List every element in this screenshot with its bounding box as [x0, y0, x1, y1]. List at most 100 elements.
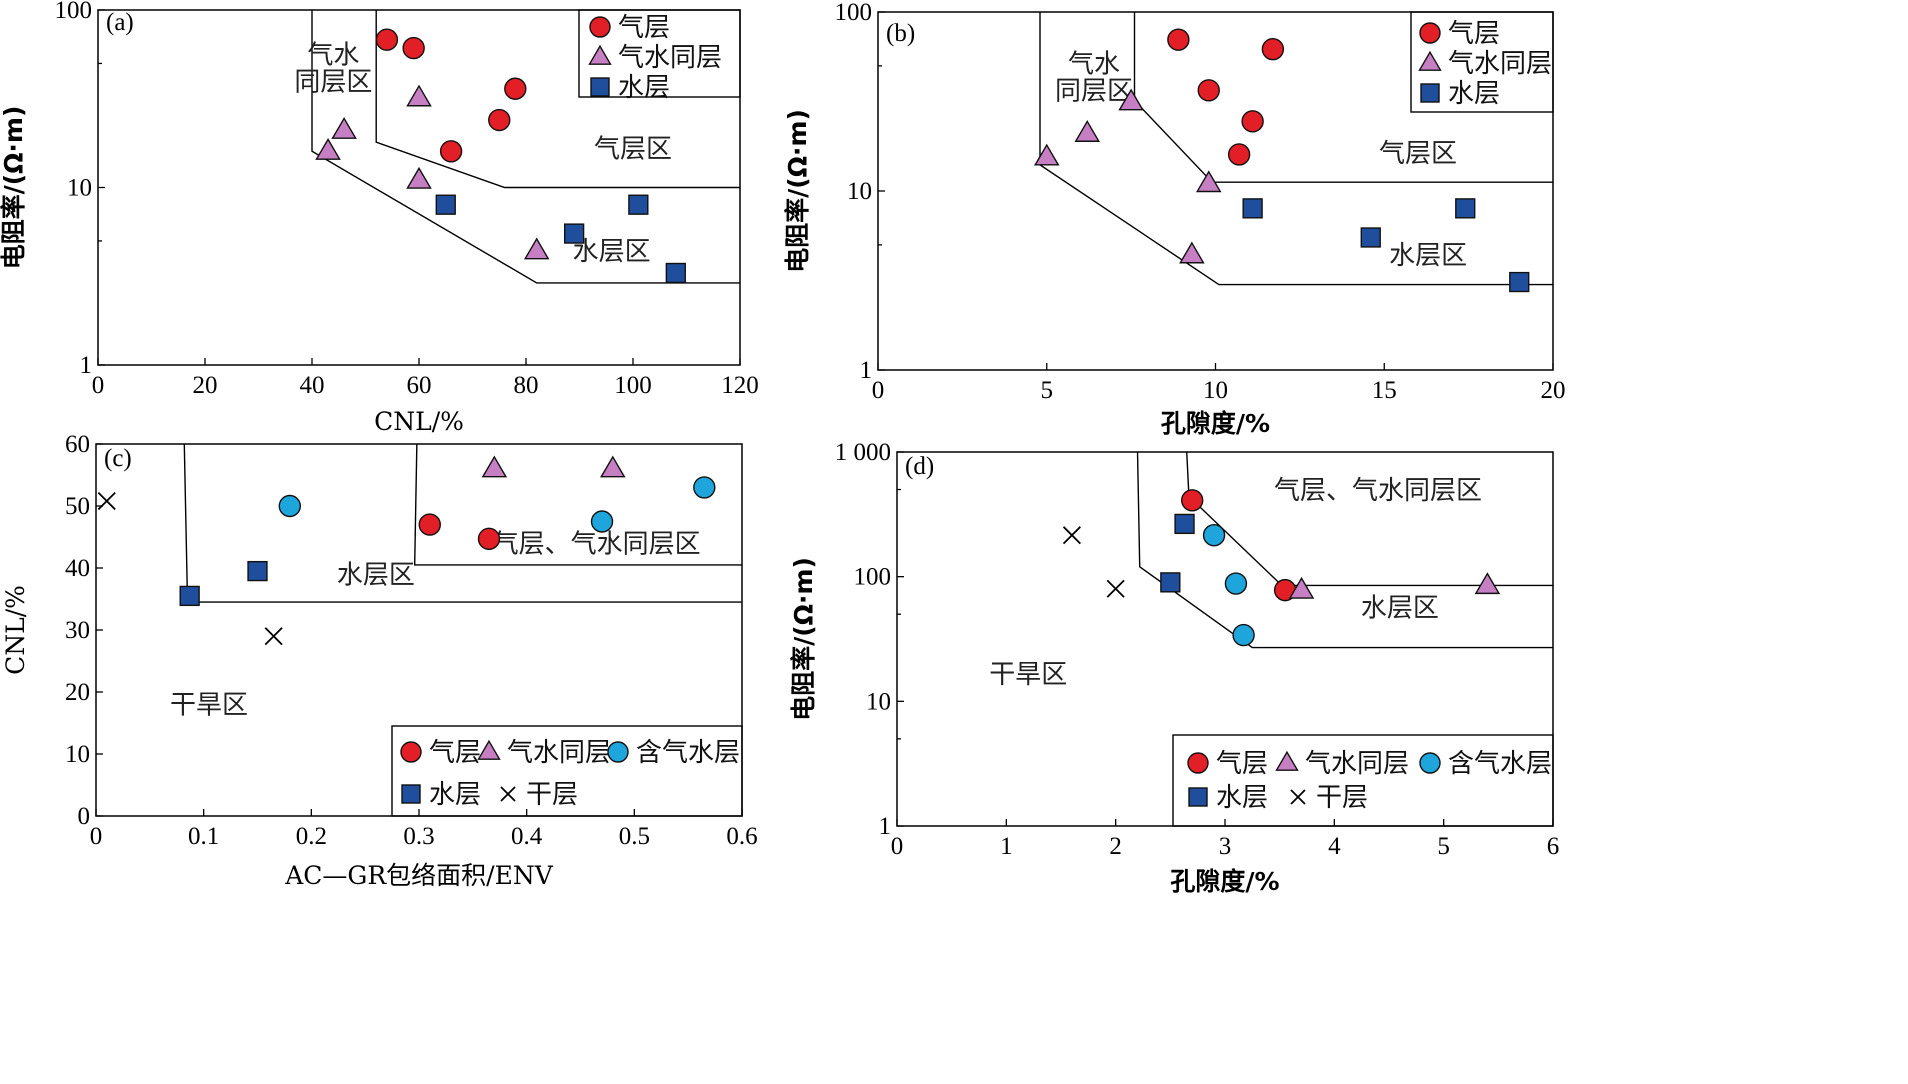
data-point-gas-bearing-water: [1224, 572, 1248, 595]
data-point-water: [1242, 198, 1263, 219]
legend-label: 气水同层: [1448, 49, 1552, 79]
legend-marker-cross-icon: [500, 786, 516, 802]
zone-label: 气层、气水同层区: [493, 530, 701, 560]
legend-marker-red-circle-icon: [1187, 752, 1209, 774]
data-point-gas: [1197, 79, 1220, 102]
data-point-gas: [439, 140, 463, 163]
legend-label: 干层: [1316, 783, 1368, 813]
y-tick-label: 100: [835, 0, 873, 26]
legend-label: 水层: [1216, 783, 1268, 813]
y-tick-label: 40: [65, 555, 90, 582]
data-point-dry: [97, 492, 116, 511]
data-point-gas-water: [1074, 120, 1101, 142]
cross-stroke: [500, 786, 516, 802]
legend-marker-red-circle-icon: [1419, 22, 1441, 44]
zone-label: 水层区: [573, 237, 651, 267]
y-axis-label: CNL/%: [1, 585, 30, 675]
data-point-gas-water: [481, 455, 508, 478]
y-tick-label: 100: [55, 0, 93, 24]
y-tick-label: 1: [879, 813, 892, 840]
zone-label: 气层区: [594, 134, 672, 164]
x-tick-label: 60: [407, 372, 432, 399]
y-tick-label: 60: [65, 431, 90, 458]
data-point-gas-water: [523, 237, 550, 260]
cross-stroke: [1290, 789, 1306, 805]
zone-boundary-line: [375, 10, 740, 189]
x-tick-label: 0.3: [403, 823, 434, 850]
legend-marker-red-circle-icon: [589, 16, 611, 38]
y-tick-label: 50: [65, 493, 90, 520]
legend-marker-blue-square-icon: [1420, 83, 1440, 103]
zone-label: 气水: [307, 40, 359, 70]
x-tick-label: 100: [614, 372, 652, 399]
zone-boundary-line: [1039, 12, 1553, 286]
legend-label: 气水同层: [618, 43, 722, 73]
legend-label: 气层: [618, 13, 670, 43]
data-point-gas-bearing-water: [693, 476, 716, 499]
legend-label: 水层: [1448, 79, 1500, 109]
legend-label: 干层: [526, 780, 578, 810]
panel-tag: (c): [104, 445, 132, 472]
data-point-gas: [488, 108, 511, 132]
data-point-gas: [402, 36, 425, 60]
panel-tag: (d): [905, 453, 934, 480]
y-tick-label: 1: [80, 352, 93, 379]
zone-label: 干旱区: [170, 691, 248, 721]
legend-label: 水层: [618, 73, 670, 103]
y-tick-label: 100: [854, 564, 892, 591]
data-point-gas-bearing-water: [278, 494, 301, 518]
x-tick-label: 0: [92, 372, 105, 399]
data-point-gas: [1261, 37, 1285, 61]
cross-stroke: [1106, 579, 1125, 598]
data-point-water: [247, 560, 268, 582]
data-point-gas: [1167, 28, 1190, 51]
x-tick-label: 0.5: [619, 823, 650, 850]
y-tick-label: 1 000: [835, 439, 891, 466]
data-point-water: [179, 585, 200, 607]
x-tick-label: 80: [514, 372, 539, 399]
data-point-water: [1160, 572, 1181, 593]
x-tick-label: 120: [721, 372, 759, 399]
y-tick-label: 10: [67, 175, 92, 202]
zone-label: 水层区: [1389, 241, 1467, 271]
data-point-water: [628, 194, 649, 215]
zone-boundary-line: [1136, 451, 1553, 649]
data-point-water: [1360, 227, 1381, 248]
panel-tag: (b): [886, 20, 915, 47]
x-axis-label: AC—GR包络面积/ENV: [284, 861, 554, 890]
zone-label: 气层、气水同层区: [1274, 476, 1482, 506]
data-point-gas-water: [1195, 170, 1222, 193]
data-point-gas-water: [1179, 241, 1205, 264]
legend-marker-purple-triangle-icon: [1275, 750, 1299, 771]
data-point-gas-water: [1033, 143, 1060, 166]
x-tick-label: 0: [872, 377, 885, 404]
legend-box: [1172, 734, 1554, 827]
data-point-gas-water: [1118, 88, 1144, 111]
data-point-water: [1509, 271, 1530, 293]
x-tick-label: 0.2: [296, 823, 327, 850]
x-axis-label: 孔隙度/%: [1170, 867, 1279, 896]
data-point-gas-water: [1288, 576, 1315, 599]
x-tick-label: 0.6: [726, 823, 757, 850]
y-tick-label: 0: [78, 803, 91, 830]
data-point-gas-water: [600, 455, 626, 478]
cross-stroke: [264, 627, 283, 646]
x-tick-label: 20: [193, 372, 218, 399]
legend-label: 气层: [1448, 19, 1500, 49]
legend-label: 气水同层: [507, 738, 611, 768]
y-axis-label: 电阻率/(Ω·m): [0, 106, 28, 270]
x-tick-label: 40: [300, 372, 325, 399]
legend-label: 含气水层: [636, 738, 740, 768]
x-tick-label: 10: [1203, 377, 1228, 404]
legend-label: 含气水层: [1448, 749, 1552, 779]
y-axis-label: 电阻率/(Ω·m): [789, 557, 818, 721]
x-axis-label: 孔隙度/%: [1161, 409, 1270, 438]
data-point-gas: [375, 28, 399, 51]
data-point-water: [1174, 513, 1195, 535]
x-tick-label: 6: [1547, 833, 1560, 860]
data-point-gas-bearing-water: [1232, 623, 1255, 647]
x-tick-label: 5: [1437, 833, 1450, 860]
data-point-gas: [1227, 143, 1251, 166]
